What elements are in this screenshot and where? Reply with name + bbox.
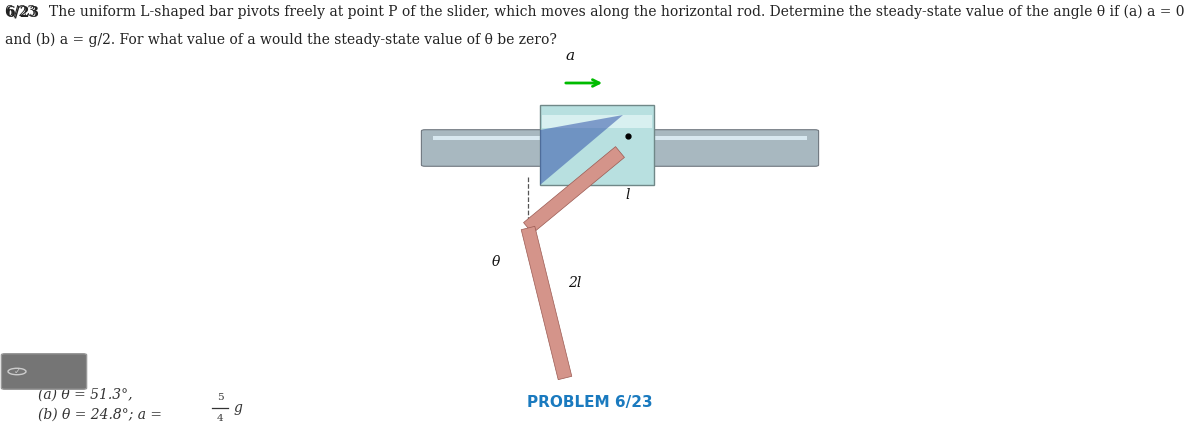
Polygon shape — [540, 115, 623, 185]
Text: and (b) a = g/2. For what value of a would the steady-state value of θ be zero?: and (b) a = g/2. For what value of a wou… — [5, 33, 557, 47]
Text: 2l: 2l — [568, 276, 581, 290]
Text: θ: θ — [492, 255, 500, 269]
FancyBboxPatch shape — [421, 130, 818, 166]
Text: 6/23: 6/23 — [5, 5, 38, 19]
Text: a: a — [565, 49, 575, 63]
FancyBboxPatch shape — [540, 105, 654, 185]
Text: 6/23   The uniform L-shaped bar pivots freely at point P of the slider, which mo: 6/23 The uniform L-shaped bar pivots fre… — [5, 5, 1184, 19]
Text: Answer: Answer — [31, 365, 76, 378]
Text: PROBLEM 6/23: PROBLEM 6/23 — [527, 395, 653, 410]
Bar — [542, 115, 652, 128]
FancyBboxPatch shape — [1, 354, 86, 389]
Polygon shape — [523, 147, 624, 233]
Text: (b) θ = 24.8°; a =: (b) θ = 24.8°; a = — [38, 408, 167, 422]
Polygon shape — [521, 227, 571, 380]
Text: 5: 5 — [217, 393, 223, 402]
Text: l: l — [625, 188, 630, 202]
Text: 4: 4 — [217, 414, 223, 423]
Text: g: g — [234, 401, 242, 415]
Bar — [433, 136, 808, 140]
Text: ✓: ✓ — [13, 367, 20, 376]
Text: (a) θ = 51.3°,: (a) θ = 51.3°, — [38, 388, 132, 402]
Text: P: P — [635, 121, 643, 134]
